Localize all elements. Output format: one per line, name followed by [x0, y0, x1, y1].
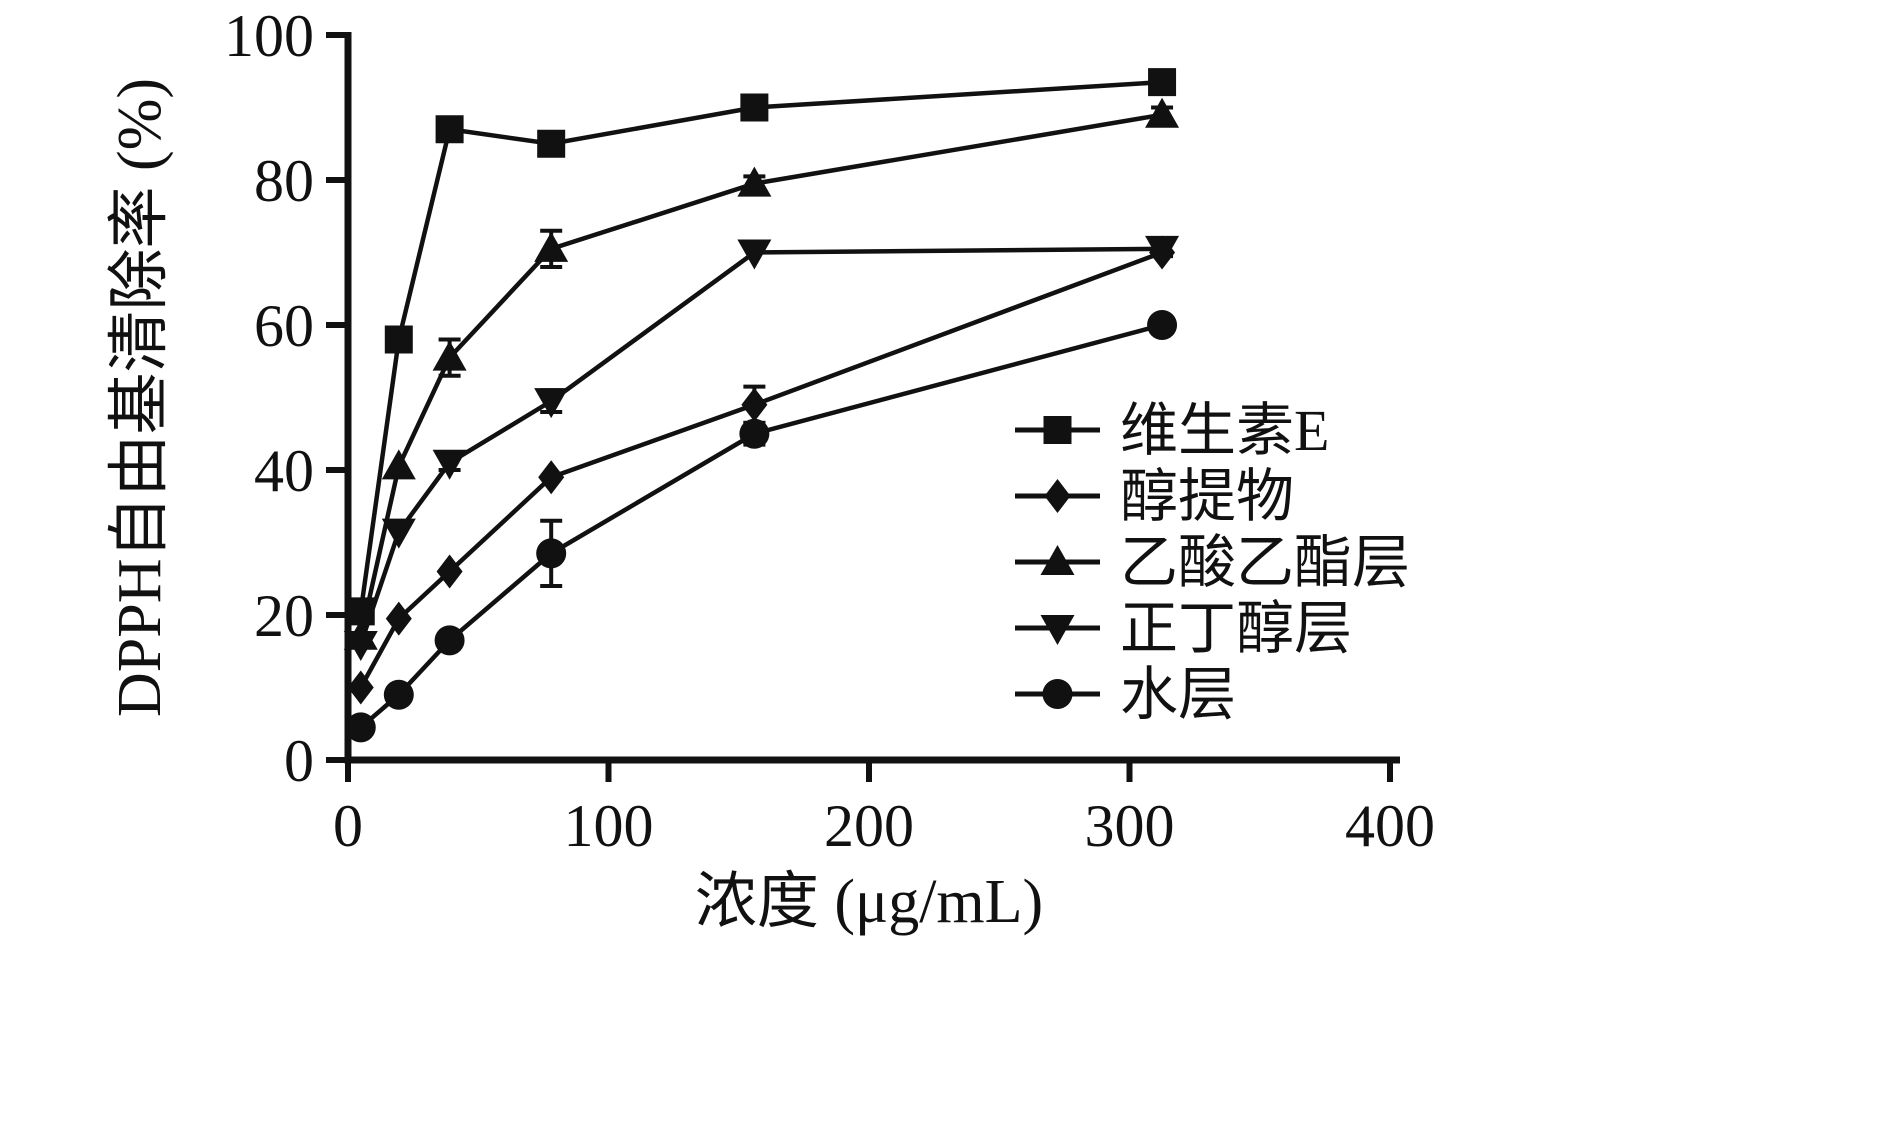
data-point-marker-icon — [384, 325, 413, 354]
data-point-marker-icon — [347, 670, 374, 705]
x-tick-label: 400 — [1345, 793, 1435, 859]
legend-label: 维生素E — [1120, 398, 1329, 463]
legend-square-icon — [1043, 416, 1072, 444]
legend-label: 正丁醇层 — [1120, 596, 1352, 661]
legend-triangle-down-icon — [1040, 615, 1075, 645]
data-point-marker-icon — [741, 387, 768, 422]
y-tick-label: 100 — [224, 3, 314, 69]
data-point-marker-icon — [436, 554, 463, 589]
legend-label: 醇提物 — [1120, 464, 1294, 529]
data-point-marker-icon — [432, 340, 467, 371]
data-point-marker-icon — [538, 460, 565, 495]
data-point-marker-icon — [740, 93, 769, 122]
x-tick-label: 200 — [824, 793, 914, 859]
series-line — [358, 250, 1163, 689]
x-tick-label: 300 — [1085, 793, 1175, 859]
y-tick-label: 20 — [254, 583, 314, 649]
series-line — [358, 246, 1163, 645]
series-1-diamond — [347, 235, 1176, 705]
legend-circle-icon — [1042, 679, 1073, 709]
data-point-marker-icon — [343, 631, 378, 661]
series-3-triangle-down — [343, 235, 1180, 661]
data-point-marker-icon — [383, 679, 414, 710]
data-point-marker-icon — [1148, 68, 1177, 97]
y-tick-label: 40 — [254, 438, 314, 504]
data-point-marker-icon — [1147, 310, 1178, 340]
series-0-square — [346, 68, 1177, 626]
data-point-marker-icon — [737, 166, 772, 197]
series-line — [358, 112, 1163, 638]
y-tick-label: 0 — [284, 728, 314, 794]
data-point-marker-icon — [739, 418, 770, 449]
data-point-marker-icon — [345, 712, 376, 743]
x-axis-label: 浓度 (μg/mL) — [695, 868, 1043, 936]
series-line — [358, 79, 1163, 612]
data-point-marker-icon — [385, 601, 412, 636]
legend-item-3: 正丁醇层 — [1015, 596, 1352, 661]
data-point-marker-icon — [536, 538, 567, 569]
x-tick-label: 100 — [564, 793, 654, 859]
data-point-marker-icon — [534, 388, 569, 419]
data-point-marker-icon — [537, 129, 566, 158]
data-point-marker-icon — [381, 518, 416, 549]
legend-item-2: 乙酸乙酯层 — [1015, 530, 1410, 595]
data-point-marker-icon — [534, 231, 569, 262]
legend-diamond-icon — [1044, 479, 1071, 513]
legend-label: 乙酸乙酯层 — [1120, 530, 1410, 595]
x-tick-label: 0 — [333, 793, 363, 859]
series-2-triangle-up — [343, 97, 1180, 650]
data-point-marker-icon — [434, 625, 465, 656]
data-point-marker-icon — [1145, 235, 1180, 266]
data-point-marker-icon — [432, 449, 467, 480]
series-4-circle — [345, 310, 1178, 743]
legend-item-0: 维生素E — [1015, 398, 1329, 463]
data-point-marker-icon — [1145, 97, 1180, 128]
legend-label: 水层 — [1120, 662, 1236, 727]
y-tick-label: 80 — [254, 148, 314, 214]
y-tick-label: 60 — [254, 293, 314, 359]
data-point-marker-icon — [737, 239, 772, 270]
y-axis-label: DPPH自由基清除率 (%) — [106, 78, 174, 717]
legend-item-4: 水层 — [1015, 662, 1236, 727]
data-point-marker-icon — [381, 449, 416, 480]
legend-item-1: 醇提物 — [1015, 464, 1294, 529]
legend-triangle-up-icon — [1040, 545, 1075, 575]
data-point-marker-icon — [435, 115, 464, 144]
